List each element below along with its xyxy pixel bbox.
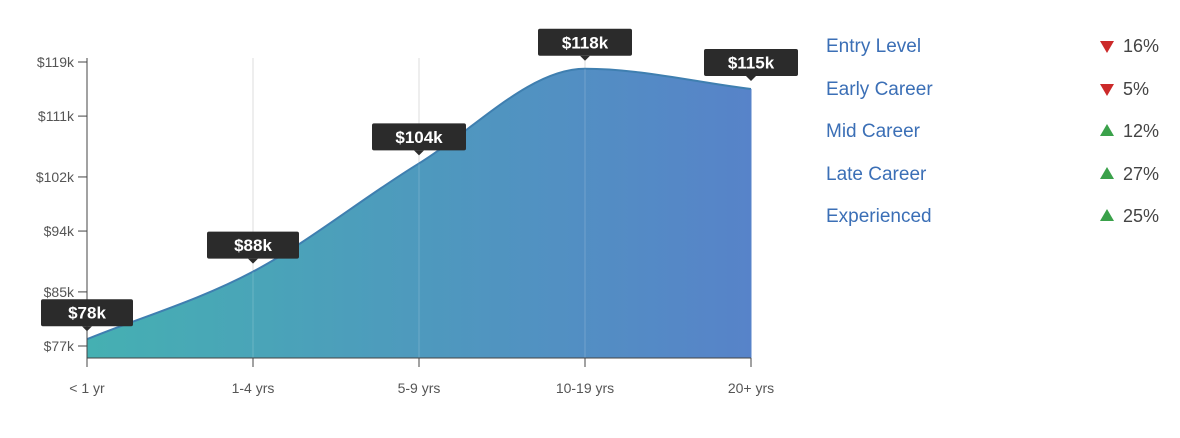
triangle-down-icon [1100,81,1114,96]
data-label-pointer [414,150,424,156]
y-tick-label: $77k [44,338,75,354]
data-label: $78k [41,299,133,332]
legend-item-label[interactable]: Mid Career [826,121,920,142]
legend-item[interactable]: Early Career 5% [826,75,1166,118]
data-label-text: $118k [562,33,609,52]
data-label: $88k [207,231,299,264]
data-label-text: $88k [234,236,272,255]
triangle-up-icon [1100,166,1114,180]
y-tick-label: $94k [44,223,75,239]
legend-item[interactable]: Mid Career 12% [826,117,1166,160]
area-series [86,67,752,358]
data-label-box [41,299,133,327]
legend-item[interactable]: Late Career 27% [826,160,1166,203]
data-labels: $78k $88k $104k $118k $115k [41,28,798,332]
x-tick-label: 10-19 yrs [556,380,614,396]
legend-item-change: 25% [1123,206,1160,226]
data-label-pointer [248,258,258,264]
legend-item[interactable]: Experienced 25% [826,202,1166,245]
data-label-box [207,231,299,259]
y-tick-label: $119k [37,54,75,70]
x-tick-label: 20+ yrs [728,380,774,396]
legend-item-label[interactable]: Entry Level [826,36,922,57]
data-label-pointer [580,55,590,61]
data-label-text: $115k [728,54,775,73]
x-tick-label: < 1 yr [69,380,105,396]
legend-item-change: 12% [1123,121,1160,141]
data-label: $115k [704,49,798,82]
data-label-box [372,123,466,151]
triangle-up-icon [1100,208,1114,222]
salary-chart: $77k $85k $94k $102k $111k $119k < 1 yr 1-4 yrs… [36,28,798,396]
x-tick-label: 5-9 yrs [398,380,441,396]
career-legend: Entry Level 16% Early Career 5% Mid Career 12… [826,32,1166,245]
data-label-pointer [82,326,92,332]
data-label-text: $78k [68,304,106,323]
data-label: $118k [538,28,632,61]
y-tick-label: $85k [44,284,75,300]
legend-item-label[interactable]: Experienced [826,206,932,227]
legend-item-label[interactable]: Early Career [826,78,933,100]
area-fill [87,68,751,358]
y-tick-label: $111k [38,108,75,124]
area-line [86,67,752,341]
data-label-pointer [746,76,756,82]
legend-item-change: 16% [1123,36,1160,56]
legend-item-change: 5% [1123,78,1150,99]
legend-item-label[interactable]: Late Career [826,163,927,185]
triangle-down-icon [1100,38,1114,53]
data-label-box [538,28,632,56]
data-label-box [704,49,798,77]
y-tick-label: $102k [36,169,75,185]
legend-item-change: 27% [1123,163,1160,184]
x-tick-label: 1-4 yrs [232,380,275,396]
legend-item[interactable]: Entry Level 16% [826,32,1166,75]
triangle-up-icon [1100,123,1114,137]
data-label: $104k [372,123,466,156]
data-label-text: $104k [395,128,443,147]
